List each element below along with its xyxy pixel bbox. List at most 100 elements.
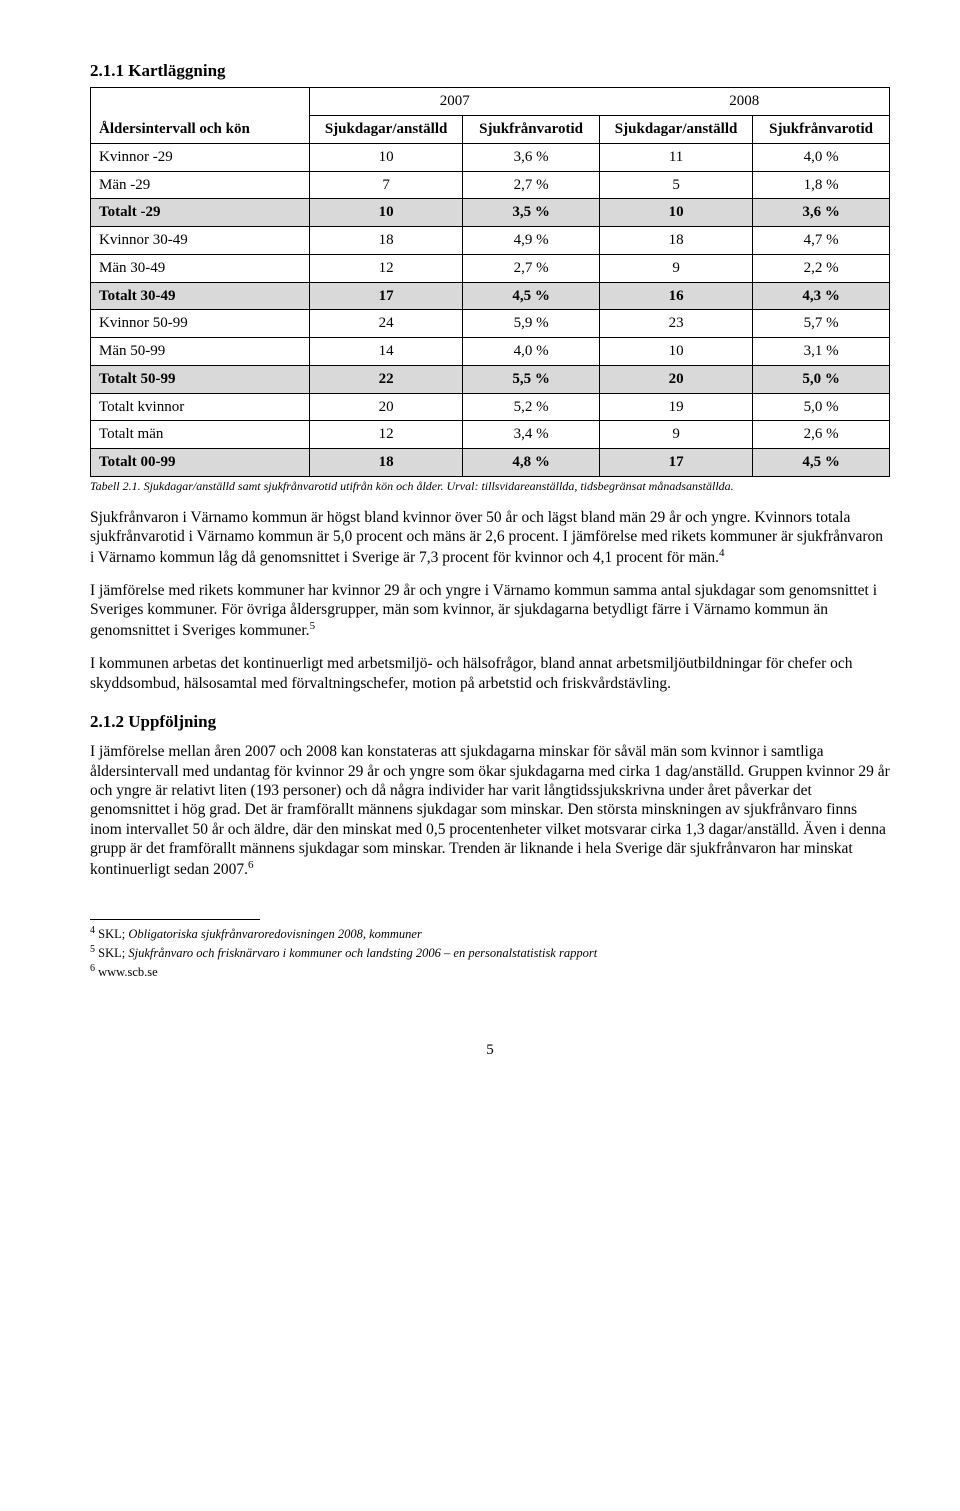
table-cell: 3,6 % xyxy=(753,199,890,227)
table-cell: Totalt -29 xyxy=(91,199,310,227)
table-cell: 4,5 % xyxy=(463,282,600,310)
table-row: Kvinnor 30-49184,9 %184,7 % xyxy=(91,227,890,255)
table-cell: 4,7 % xyxy=(753,227,890,255)
table-cell: Män 50-99 xyxy=(91,338,310,366)
table-cell: 2,7 % xyxy=(463,171,600,199)
data-table: 2007 2008 Åldersintervall och kön Sjukda… xyxy=(90,87,890,477)
table-row: Totalt 50-99225,5 %205,0 % xyxy=(91,365,890,393)
table-cell: Män 30-49 xyxy=(91,254,310,282)
subsection-heading: 2.1.2 Uppföljning xyxy=(90,711,890,732)
table-row: Totalt 30-49174,5 %164,3 % xyxy=(91,282,890,310)
table-cell: 3,1 % xyxy=(753,338,890,366)
footnote: 6 www.scb.se xyxy=(90,962,890,981)
page-number: 5 xyxy=(90,1041,890,1060)
paragraph-2: I jämförelse med rikets kommuner har kvi… xyxy=(90,581,890,640)
table-cell: 4,3 % xyxy=(753,282,890,310)
table-cell: 3,4 % xyxy=(463,421,600,449)
footnote-number: 5 xyxy=(90,944,95,955)
paragraph-2-text: I jämförelse med rikets kommuner har kvi… xyxy=(90,582,877,639)
table-cell: 5,0 % xyxy=(753,393,890,421)
year-2008: 2008 xyxy=(599,88,889,116)
footnote: 5 SKL; Sjukfrånvaro och frisknärvaro i k… xyxy=(90,943,890,962)
table-row: Kvinnor -29103,6 %114,0 % xyxy=(91,143,890,171)
table-cell: 4,9 % xyxy=(463,227,600,255)
footnote: 4 SKL; Obligatoriska sjukfrånvaroredovis… xyxy=(90,924,890,943)
table-cell: 19 xyxy=(599,393,752,421)
table-cell: 5 xyxy=(599,171,752,199)
footnotes: 4 SKL; Obligatoriska sjukfrånvaroredovis… xyxy=(90,924,890,981)
table-cell: 11 xyxy=(599,143,752,171)
table-cell: 5,5 % xyxy=(463,365,600,393)
table-row: Män 30-49122,7 %92,2 % xyxy=(91,254,890,282)
table-cell: Totalt kvinnor xyxy=(91,393,310,421)
column-header-row: Åldersintervall och kön Sjukdagar/anstäl… xyxy=(91,116,890,144)
table-cell: 9 xyxy=(599,421,752,449)
table-cell: 2,6 % xyxy=(753,421,890,449)
table-cell: 18 xyxy=(310,449,463,477)
table-cell: 3,5 % xyxy=(463,199,600,227)
table-cell: 5,2 % xyxy=(463,393,600,421)
footnote-separator xyxy=(90,919,260,920)
footnote-italic: Obligatoriska sjukfrånvaroredovisningen … xyxy=(128,927,422,941)
table-cell: 18 xyxy=(599,227,752,255)
table-cell: 7 xyxy=(310,171,463,199)
table-cell: 1,8 % xyxy=(753,171,890,199)
table-cell: Totalt män xyxy=(91,421,310,449)
table-cell: 3,6 % xyxy=(463,143,600,171)
header-col-2: Sjukfrånvarotid xyxy=(463,116,600,144)
table-cell: Kvinnor 50-99 xyxy=(91,310,310,338)
table-cell: 2,7 % xyxy=(463,254,600,282)
paragraph-4: I jämförelse mellan åren 2007 och 2008 k… xyxy=(90,742,890,879)
table-cell: 10 xyxy=(599,199,752,227)
table-cell: 10 xyxy=(310,143,463,171)
table-cell: 20 xyxy=(310,393,463,421)
paragraph-1: Sjukfrånvaron i Värnamo kommun är högst … xyxy=(90,508,890,567)
table-cell: Män -29 xyxy=(91,171,310,199)
table-cell: 10 xyxy=(599,338,752,366)
table-cell: 4,8 % xyxy=(463,449,600,477)
table-cell: 5,9 % xyxy=(463,310,600,338)
table-cell: 9 xyxy=(599,254,752,282)
table-row: Totalt män123,4 %92,6 % xyxy=(91,421,890,449)
year-2007: 2007 xyxy=(310,88,600,116)
table-cell: Totalt 50-99 xyxy=(91,365,310,393)
table-cell: 5,7 % xyxy=(753,310,890,338)
table-row: Män -2972,7 %51,8 % xyxy=(91,171,890,199)
table-cell: 4,0 % xyxy=(463,338,600,366)
table-cell: 4,5 % xyxy=(753,449,890,477)
table-row: Totalt kvinnor205,2 %195,0 % xyxy=(91,393,890,421)
table-cell: 22 xyxy=(310,365,463,393)
table-cell: Kvinnor 30-49 xyxy=(91,227,310,255)
table-cell: 14 xyxy=(310,338,463,366)
table-cell: 12 xyxy=(310,254,463,282)
table-cell: Kvinnor -29 xyxy=(91,143,310,171)
table-cell: 12 xyxy=(310,421,463,449)
table-cell: 20 xyxy=(599,365,752,393)
table-row: Totalt 00-99184,8 %174,5 % xyxy=(91,449,890,477)
paragraph-3: I kommunen arbetas det kontinuerligt med… xyxy=(90,654,890,693)
paragraph-1-text: Sjukfrånvaron i Värnamo kommun är högst … xyxy=(90,509,883,566)
header-col-1: Sjukdagar/anställd xyxy=(310,116,463,144)
footnote-ref-4: 4 xyxy=(719,547,725,559)
table-cell: 16 xyxy=(599,282,752,310)
year-header-row: 2007 2008 xyxy=(91,88,890,116)
table-cell: 10 xyxy=(310,199,463,227)
table-cell: 17 xyxy=(599,449,752,477)
footnote-number: 4 xyxy=(90,925,95,936)
table-row: Män 50-99144,0 %103,1 % xyxy=(91,338,890,366)
section-heading: 2.1.1 Kartläggning xyxy=(90,60,890,81)
footnote-ref-5: 5 xyxy=(310,620,316,632)
footnote-ref-6: 6 xyxy=(248,859,254,871)
table-cell: 5,0 % xyxy=(753,365,890,393)
header-col-4: Sjukfrånvarotid xyxy=(753,116,890,144)
table-cell: 18 xyxy=(310,227,463,255)
table-cell: 23 xyxy=(599,310,752,338)
header-label: Åldersintervall och kön xyxy=(91,116,310,144)
table-cell: Totalt 00-99 xyxy=(91,449,310,477)
table-cell: 2,2 % xyxy=(753,254,890,282)
footnote-number: 6 xyxy=(90,963,95,974)
paragraph-4-text: I jämförelse mellan åren 2007 och 2008 k… xyxy=(90,743,890,877)
table-caption: Tabell 2.1. Sjukdagar/anställd samt sjuk… xyxy=(90,479,890,494)
table-cell: Totalt 30-49 xyxy=(91,282,310,310)
header-col-3: Sjukdagar/anställd xyxy=(599,116,752,144)
